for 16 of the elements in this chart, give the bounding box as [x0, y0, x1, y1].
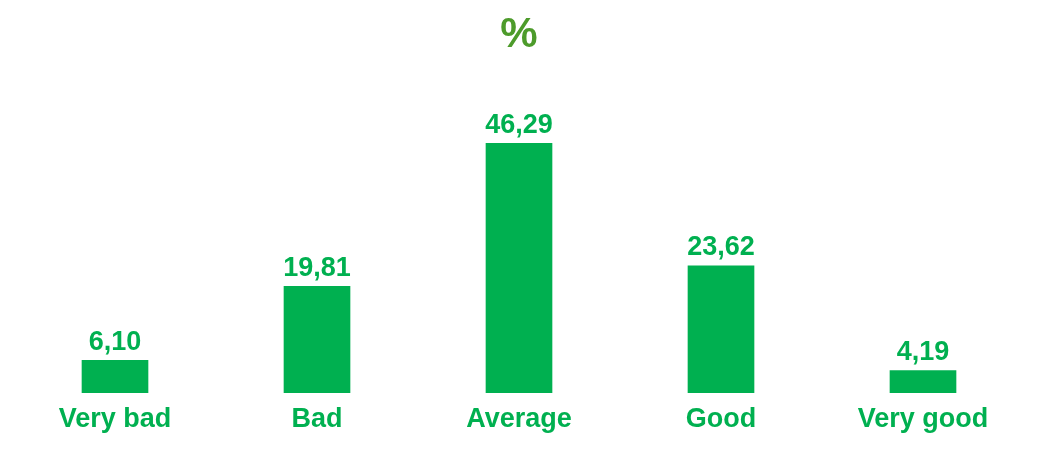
bar — [889, 370, 957, 393]
data-label: 6,10 — [88, 326, 142, 357]
x-tick-label: Bad — [291, 402, 343, 433]
x-tick-label: Very bad — [58, 402, 172, 433]
chart-title: % — [500, 9, 538, 56]
x-tick-label: Good — [685, 402, 757, 433]
x-tick-label: Very good — [857, 402, 989, 433]
data-label: 19,81 — [283, 252, 351, 283]
data-label: 46,29 — [485, 109, 553, 139]
bar — [485, 143, 553, 393]
bar — [687, 265, 755, 393]
x-tick-label: Average — [466, 402, 572, 433]
data-label: 23,62 — [687, 231, 755, 262]
bar — [283, 286, 351, 393]
bar — [81, 360, 149, 393]
data-label: 4,19 — [896, 336, 950, 367]
